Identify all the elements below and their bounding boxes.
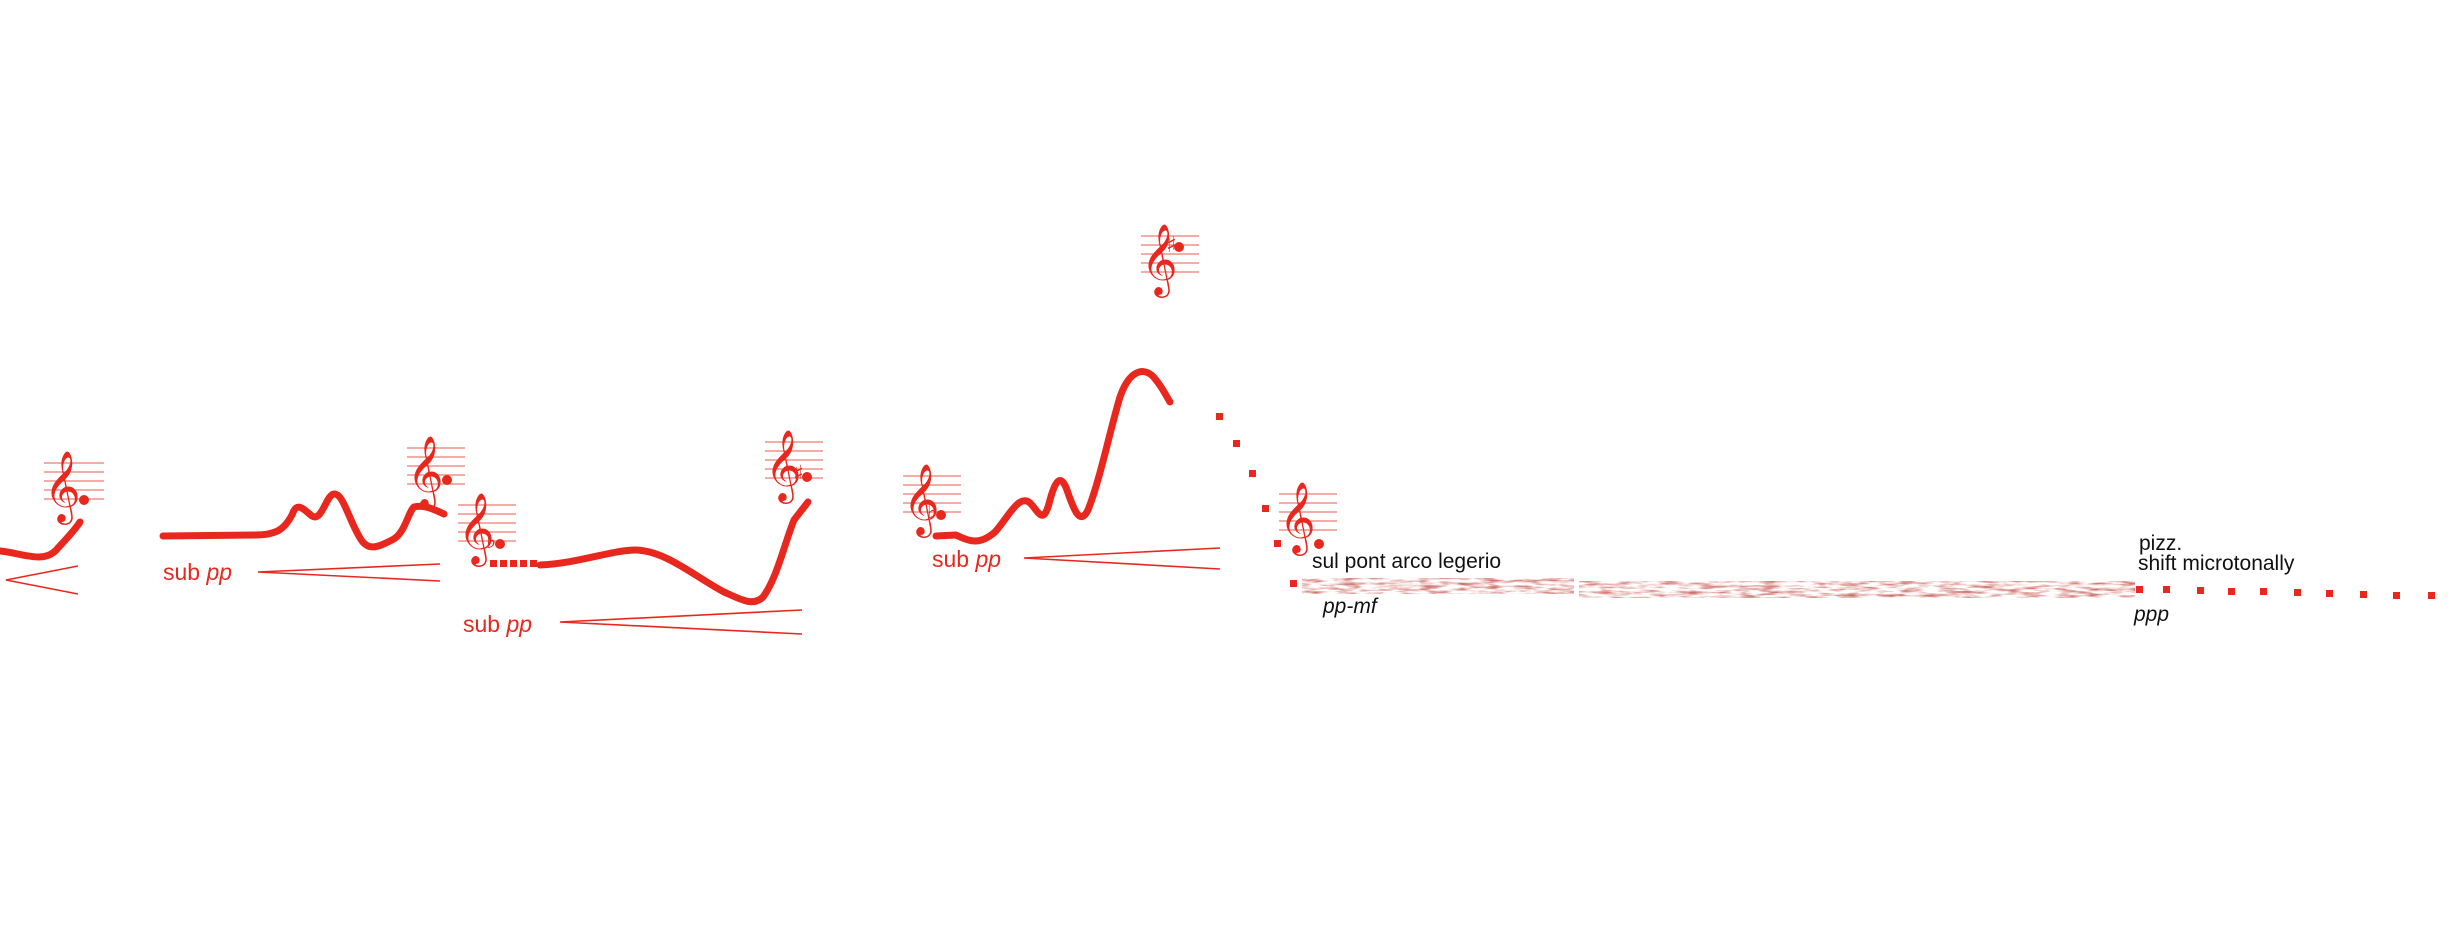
noise-texture-2 <box>1579 581 2135 598</box>
glissando-line-2 <box>159 490 448 551</box>
hairpin-4 <box>1023 547 1221 570</box>
dynamic-ppp: ppp <box>2133 603 2169 626</box>
staff-lines <box>458 504 516 542</box>
noise-texture-1 <box>1302 578 1574 594</box>
sharp-accidental-icon: ♯ <box>1166 233 1177 258</box>
hairpins <box>5 547 1221 635</box>
flat-accidental-icon: ♭ <box>927 499 937 524</box>
treble-clef-icon: 𝄞 <box>44 449 81 525</box>
staff-fragment-3: 𝄞 ♭ <box>458 491 516 567</box>
flat-accidental-icon: ♭ <box>486 529 496 554</box>
staff-lines <box>1141 235 1199 273</box>
notehead <box>495 539 505 549</box>
treble-clef-icon: 𝄞 <box>765 428 802 504</box>
staff-fragment-2: 𝄞 <box>407 434 465 510</box>
dynamic-pp-mf: pp-mf <box>1322 595 1379 618</box>
notehead <box>79 495 89 505</box>
dynamic-sub-pp: sub pp <box>163 559 232 585</box>
dynamic-sub-pp: sub pp <box>932 546 1001 572</box>
dynamic-sub-pp: sub pp <box>463 611 532 637</box>
sharp-accidental-icon: ♯ <box>793 462 804 487</box>
staff-lines <box>44 462 104 500</box>
glissando-lines <box>0 368 1174 606</box>
staff-lines <box>1279 493 1337 531</box>
treble-clef-icon: 𝄞 <box>458 491 495 567</box>
glissando-line-4 <box>932 368 1174 545</box>
notehead <box>936 510 946 520</box>
staff-fragment-1: 𝄞 <box>44 449 104 525</box>
technique-pizz: pizz. <box>2139 532 2182 555</box>
treble-clef-icon: 𝄞 <box>1141 222 1178 298</box>
hairpin-2 <box>257 563 441 582</box>
notehead <box>442 475 452 485</box>
glissando-line-3 <box>536 498 812 606</box>
notehead <box>1314 539 1324 549</box>
dotted-line-1 <box>490 560 537 567</box>
notehead <box>1174 242 1184 252</box>
treble-clef-icon: 𝄞 <box>1279 480 1316 556</box>
treble-clef-icon: 𝄞 <box>407 434 444 510</box>
staff-lines <box>407 447 465 485</box>
hairpin-1 <box>5 565 79 595</box>
technique-shift-microtonally: shift microtonally <box>2138 552 2295 575</box>
hairpin-3 <box>559 609 803 635</box>
noise-textures <box>1302 578 2135 598</box>
dotted-line-3 <box>2136 586 2435 599</box>
staff-fragment-4: 𝄞 ♯ <box>765 428 823 504</box>
staff-fragment-6: 𝄞 ♯ <box>1141 222 1199 298</box>
notehead <box>802 472 812 482</box>
staff-fragment-5: 𝄞 ♭ <box>903 462 961 538</box>
staff-lines <box>903 475 961 513</box>
treble-clef-icon: 𝄞 <box>903 462 940 538</box>
glissando-line-1 <box>0 518 84 561</box>
dotted-line-2 <box>1216 413 1297 587</box>
staff-fragment-7: 𝄞 <box>1279 480 1337 556</box>
staff-lines <box>765 441 823 479</box>
technique-sul-pont: sul pont arco legerio <box>1312 550 1501 573</box>
